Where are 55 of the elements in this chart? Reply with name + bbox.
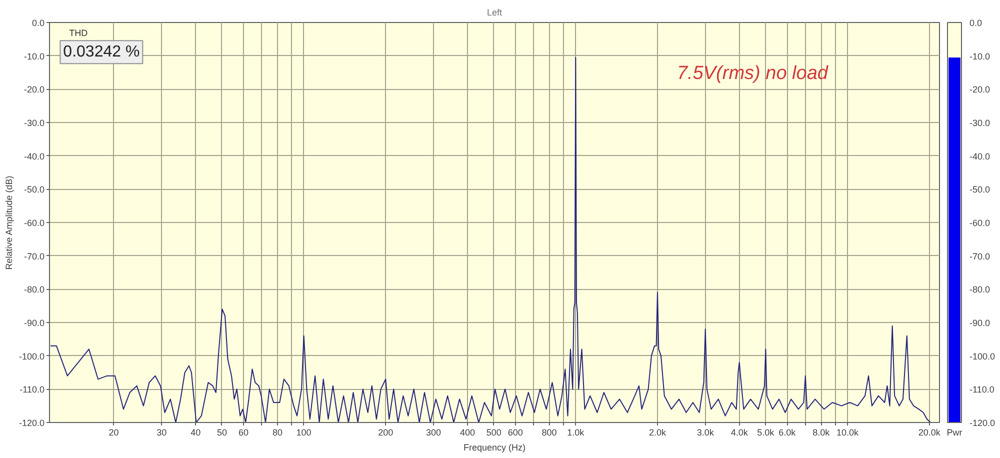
y-tick-label: -20.0	[24, 84, 44, 95]
x-tick-label: 8.0k	[812, 428, 830, 438]
y-tick-label: -50.0	[24, 184, 44, 195]
y-tick-label: -100.0	[18, 351, 45, 362]
x-tick-label: 200	[378, 428, 394, 438]
x-tick-label: 60	[238, 428, 249, 438]
y-tick-label: -40.0	[970, 151, 990, 162]
y-tick-label: -100.0	[970, 351, 996, 362]
x-tick-label: 6.0k	[778, 428, 796, 438]
x-tick-label: 4.0k	[730, 428, 748, 438]
x-tick-label: Pwr	[946, 428, 962, 438]
y-tick-label: -110.0	[970, 384, 994, 395]
x-tick-label: 600	[508, 428, 523, 438]
y-tick-label: -70.0	[970, 251, 990, 262]
y-tick-label: -10.0	[970, 51, 990, 62]
y-tick-label: -30.0	[970, 118, 990, 128]
y-tick-label: -120.0	[970, 418, 996, 428]
x-tick-label: 20	[108, 428, 119, 438]
x-tick-label: 2.0k	[648, 428, 666, 438]
y-tick-label: -60.0	[24, 218, 44, 228]
x-tick-label: 80	[272, 428, 282, 438]
x-tick-label: 400	[460, 428, 476, 438]
x-axis-title: Frequency (Hz)	[463, 442, 526, 452]
x-tick-label: 5.0k	[757, 428, 775, 438]
y-tick-label: -10.0	[24, 51, 44, 62]
annotation: 0.03242 %	[63, 44, 140, 61]
x-tick-label: 1.0k	[567, 428, 585, 438]
y-tick-label: -40.0	[24, 151, 44, 162]
x-tick-label: 100	[296, 428, 312, 438]
y-tick-label: -90.0	[970, 318, 990, 328]
x-tick-label: 10.0k	[836, 428, 860, 438]
x-tick-label: 20.0k	[918, 428, 941, 438]
y-tick-label: -120.0	[18, 418, 45, 428]
y-tick-label: -110.0	[20, 384, 45, 395]
x-tick-label: 800	[542, 428, 557, 438]
y-tick-label: -80.0	[970, 284, 990, 295]
x-tick-label: 300	[426, 428, 442, 438]
y-tick-label: -90.0	[24, 318, 44, 328]
y-tick-label: -30.0	[24, 118, 44, 128]
y-axis-title: Relative Amplitude (dB)	[4, 176, 14, 270]
y-tick-label: 0.0	[32, 18, 45, 28]
y-tick-label: -20.0	[970, 84, 990, 95]
y-tick-label: 0.0	[970, 18, 982, 28]
annotation: THD	[69, 28, 88, 38]
y-tick-label: -60.0	[970, 218, 990, 228]
x-tick-label: 30	[156, 428, 167, 438]
x-tick-label: 3.0k	[696, 428, 714, 438]
x-tick-label: 50	[216, 428, 227, 438]
chart-title: Left	[486, 8, 503, 18]
x-tick-label: 500	[486, 428, 502, 438]
y-tick-label: -70.0	[24, 251, 44, 262]
x-tick-label: 40	[190, 428, 201, 438]
annotation: 7.5V(rms) no load	[676, 62, 830, 84]
y-tick-label: -50.0	[970, 184, 990, 195]
y-tick-label: -80.0	[24, 284, 44, 295]
